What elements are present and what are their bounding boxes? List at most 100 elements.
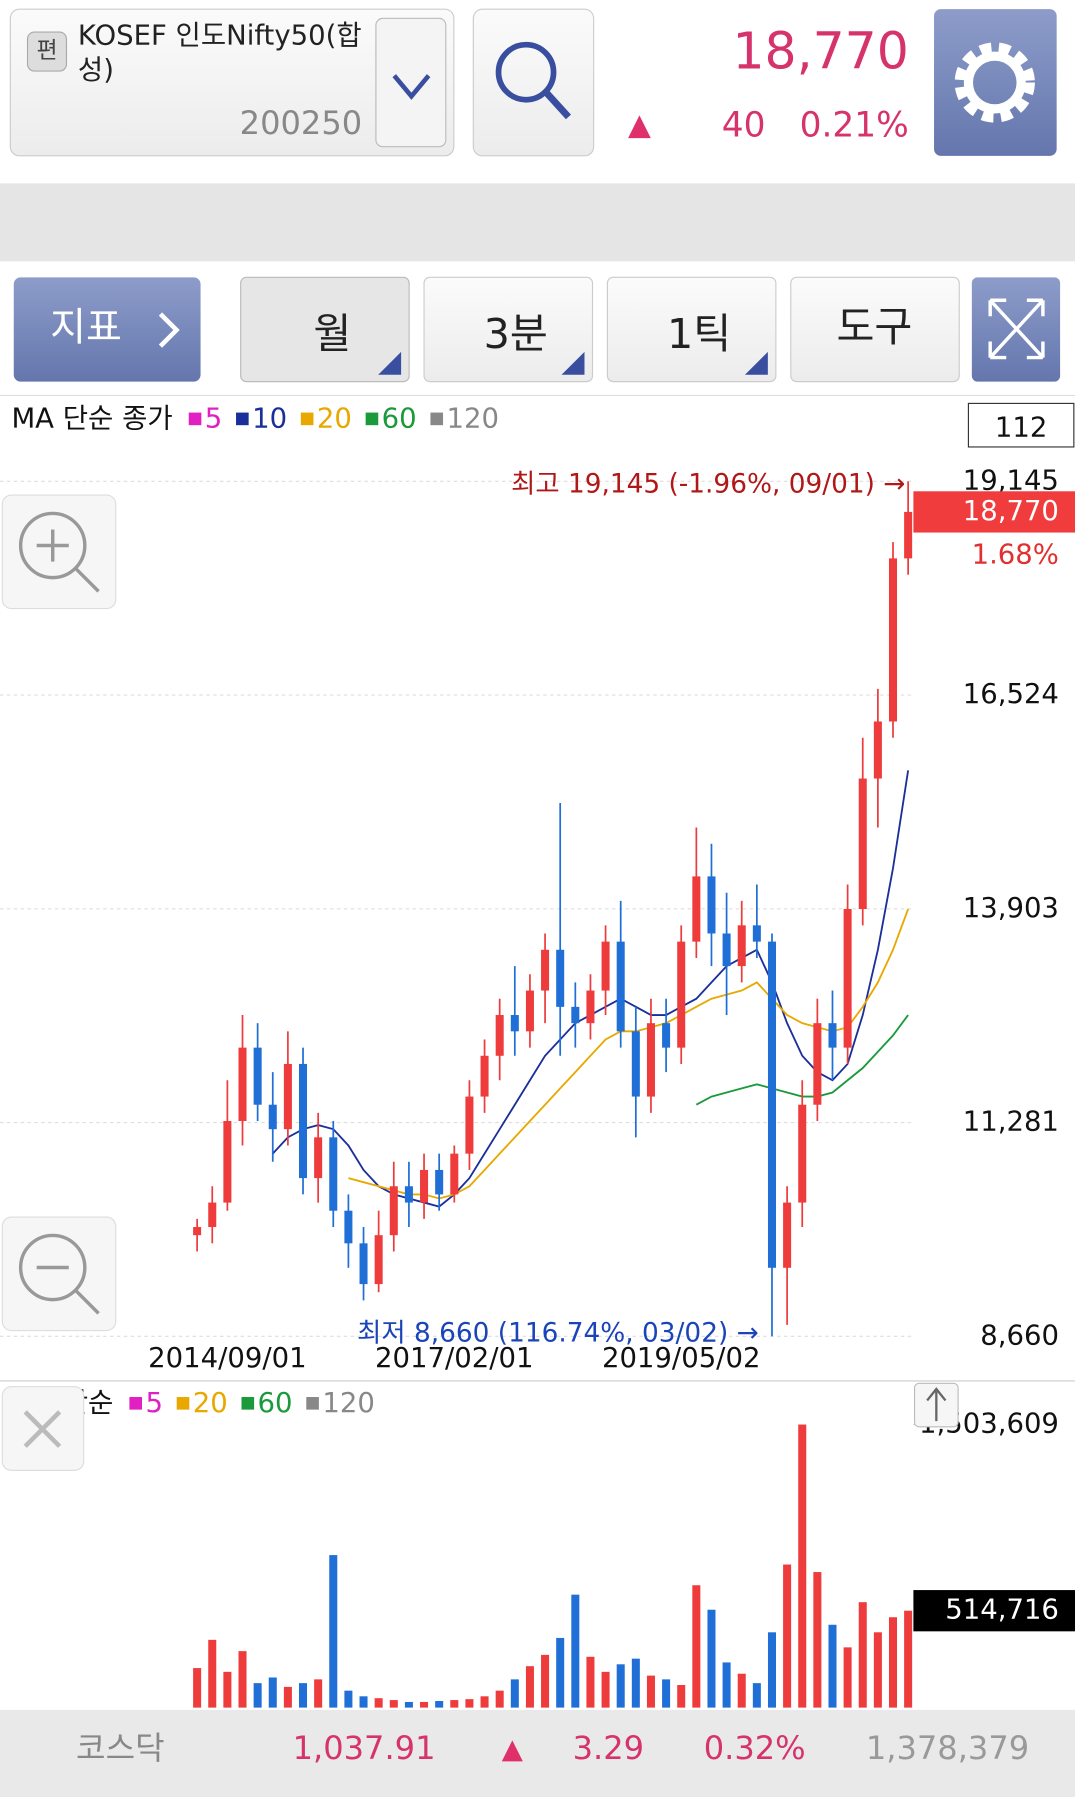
volume-bar [465, 1699, 474, 1708]
legend-swatch [241, 1397, 255, 1410]
candle-body [253, 1047, 262, 1105]
index-name: 코스닥 [76, 1729, 165, 1767]
current-volume-tag [913, 1590, 1075, 1632]
close-icon [23, 1410, 62, 1448]
zoom-out[interactable] [1, 1216, 117, 1332]
candle-body [299, 1063, 308, 1179]
stock-code: 200250 [240, 104, 362, 142]
volume-bar [631, 1658, 640, 1708]
candle-body [359, 1243, 368, 1285]
volume-bar [828, 1624, 837, 1708]
index-arrow: ▲ [502, 1733, 524, 1765]
legend-title: MA 단순 종가 [11, 402, 172, 434]
visible-count: 112 [995, 412, 1048, 444]
change: 40 [722, 106, 766, 146]
volume-bar [420, 1701, 429, 1708]
volume-bar [601, 1671, 610, 1708]
zoom-in[interactable] [1, 494, 117, 610]
ma-line [348, 908, 909, 1200]
candle-body [631, 1031, 640, 1097]
volume-bar [450, 1700, 459, 1708]
dropdown-icon [392, 74, 431, 100]
candle-body [344, 1210, 353, 1244]
count-box [967, 402, 1075, 448]
candle-body [904, 511, 913, 559]
index-change-pct: 0.32% [704, 1729, 806, 1767]
candle-body [707, 876, 716, 934]
badge-box [26, 31, 68, 72]
candle-body [662, 1023, 671, 1048]
legend-label: 60 [258, 1387, 293, 1419]
volume-bar [238, 1651, 247, 1708]
settings-button[interactable] [934, 9, 1057, 156]
search-button[interactable] [472, 8, 595, 157]
volume-bar [904, 1610, 913, 1708]
volume-bar [525, 1666, 534, 1708]
candle-body [677, 941, 686, 1048]
candle-body [798, 1104, 807, 1203]
gear [963, 51, 1026, 114]
volume-bar [662, 1679, 671, 1708]
volume-bar [571, 1594, 580, 1708]
high-annotation: 최고 19,145 (-1.96%, 09/01) → [511, 469, 905, 499]
price: 18,770 [732, 22, 908, 81]
volume-bar [314, 1679, 323, 1708]
tab-button[interactable] [240, 276, 410, 383]
volume-bar [556, 1637, 565, 1708]
candle-body [858, 778, 867, 910]
volume-bar [510, 1679, 519, 1708]
volume-bar [677, 1685, 686, 1708]
band [0, 183, 1075, 262]
volume-bar [767, 1632, 776, 1708]
legend-swatch [300, 412, 314, 426]
tab-button[interactable] [790, 276, 960, 383]
up-arrow: ▲ [628, 108, 651, 143]
candle-body [510, 1015, 519, 1032]
indicator-button[interactable] [13, 277, 201, 382]
candle-body [828, 1023, 837, 1048]
candle-body [314, 1137, 323, 1179]
candle-body [223, 1121, 232, 1203]
tab-button[interactable] [423, 276, 594, 383]
candle-body [813, 1023, 822, 1105]
volume-bar [404, 1701, 413, 1708]
legend-swatch [236, 412, 249, 426]
legend-swatch [176, 1397, 190, 1410]
zoom-out-icon [18, 1233, 87, 1302]
volume-bar [253, 1683, 262, 1708]
tab-button[interactable] [606, 276, 777, 383]
candle-body [556, 949, 565, 1007]
candle-body [193, 1227, 202, 1236]
volume-bar [813, 1572, 822, 1708]
candle-body [646, 1023, 655, 1097]
candle-body [208, 1202, 217, 1228]
indicator-label: 지표 [50, 306, 122, 351]
candle-body [737, 925, 746, 967]
volume-bar [873, 1632, 882, 1708]
candle-body [722, 933, 731, 967]
candle-body [888, 558, 898, 722]
current-volume: 514,716 [945, 1594, 1059, 1626]
y-tick-label: 11,281 [963, 1106, 1059, 1138]
volume-bar [737, 1673, 746, 1708]
legend-label: 20 [317, 402, 352, 434]
search-icon [495, 41, 557, 103]
legend-swatch [306, 1397, 319, 1410]
candle-body [541, 949, 550, 991]
current-price: 18,770 [963, 495, 1059, 527]
index-volume: 1,378,379 [866, 1729, 1029, 1767]
x-tick-label: 2019/05/02 [602, 1342, 761, 1374]
candle-body [374, 1235, 383, 1285]
plot: MA 단순 종가 5 10 20 60 120 8,660 11,281 13,903 16,52… [0, 402, 1075, 1708]
legend-label: 20 [193, 1387, 228, 1419]
tab-label: 1틱 [667, 310, 731, 358]
badge: 편 [36, 38, 57, 64]
volume-bar [299, 1683, 308, 1708]
y-tick-label: 13,903 [963, 892, 1059, 924]
volume-bar [646, 1675, 655, 1708]
candle-body [420, 1169, 429, 1203]
dropdown[interactable] [375, 17, 447, 148]
stock-box[interactable] [9, 8, 455, 157]
